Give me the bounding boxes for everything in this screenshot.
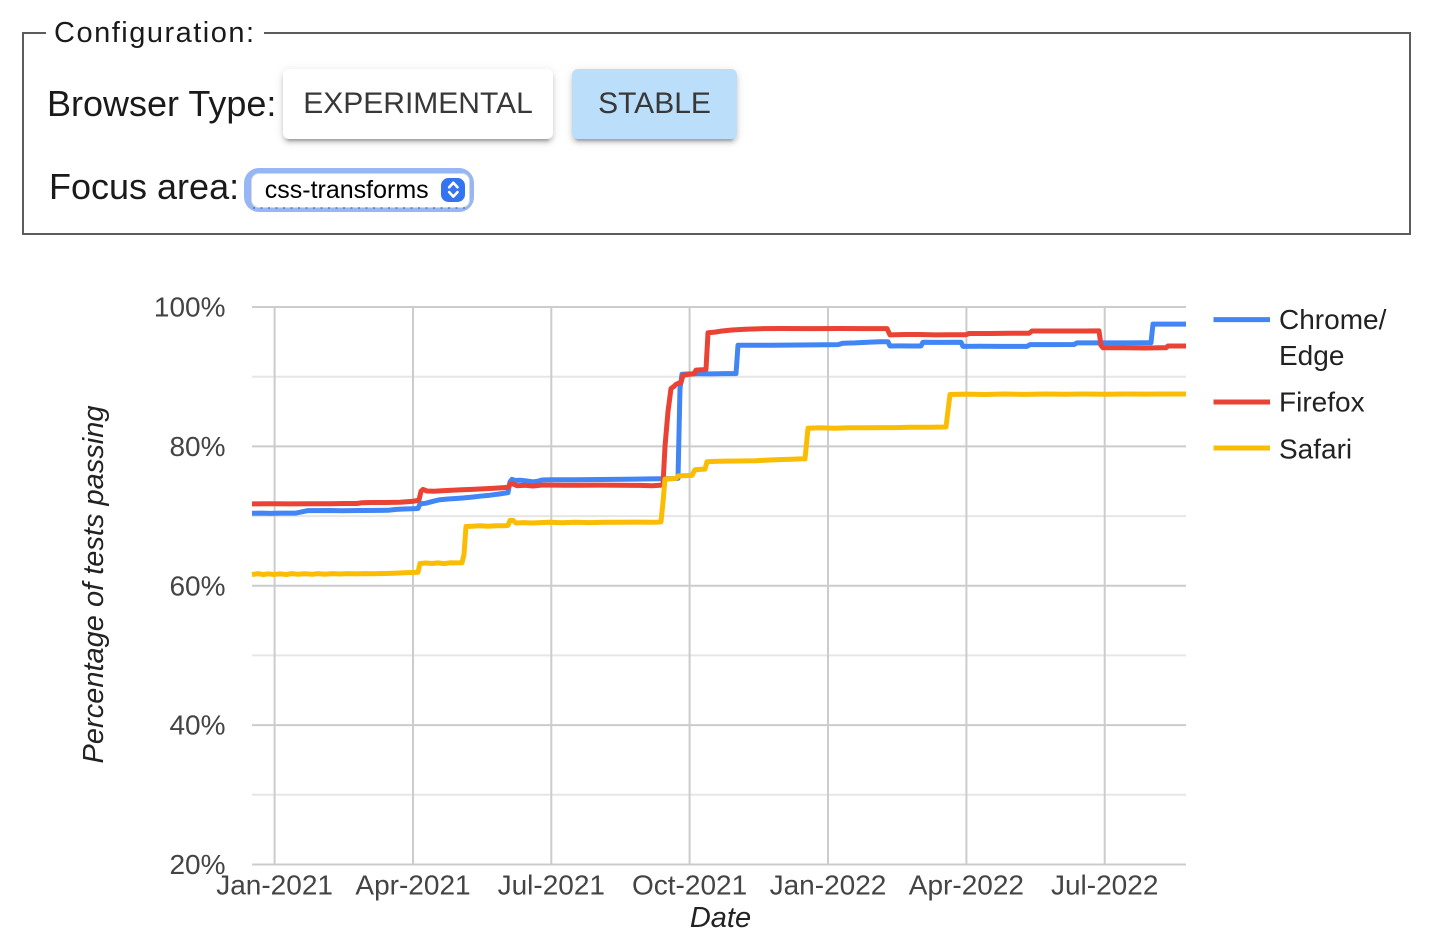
svg-text:Jan-2021: Jan-2021 (216, 870, 333, 901)
svg-text:60%: 60% (169, 570, 225, 601)
svg-text:Jan-2022: Jan-2022 (770, 870, 887, 901)
svg-text:Apr-2021: Apr-2021 (355, 870, 470, 901)
svg-text:100%: 100% (154, 292, 226, 323)
svg-text:Firefox: Firefox (1279, 387, 1365, 418)
svg-text:Safari: Safari (1279, 434, 1352, 465)
svg-text:20%: 20% (169, 849, 225, 880)
svg-text:Chrome/: Chrome/ (1279, 304, 1387, 335)
svg-text:40%: 40% (169, 710, 225, 741)
svg-text:Apr-2022: Apr-2022 (909, 870, 1024, 901)
svg-text:Percentage of tests passing: Percentage of tests passing (78, 406, 110, 764)
svg-text:Jul-2021: Jul-2021 (498, 870, 605, 901)
svg-text:Date: Date (690, 902, 751, 934)
svg-text:Edge: Edge (1279, 340, 1344, 371)
svg-text:80%: 80% (169, 431, 225, 462)
svg-text:Oct-2021: Oct-2021 (632, 870, 747, 901)
svg-text:Jul-2022: Jul-2022 (1051, 870, 1158, 901)
